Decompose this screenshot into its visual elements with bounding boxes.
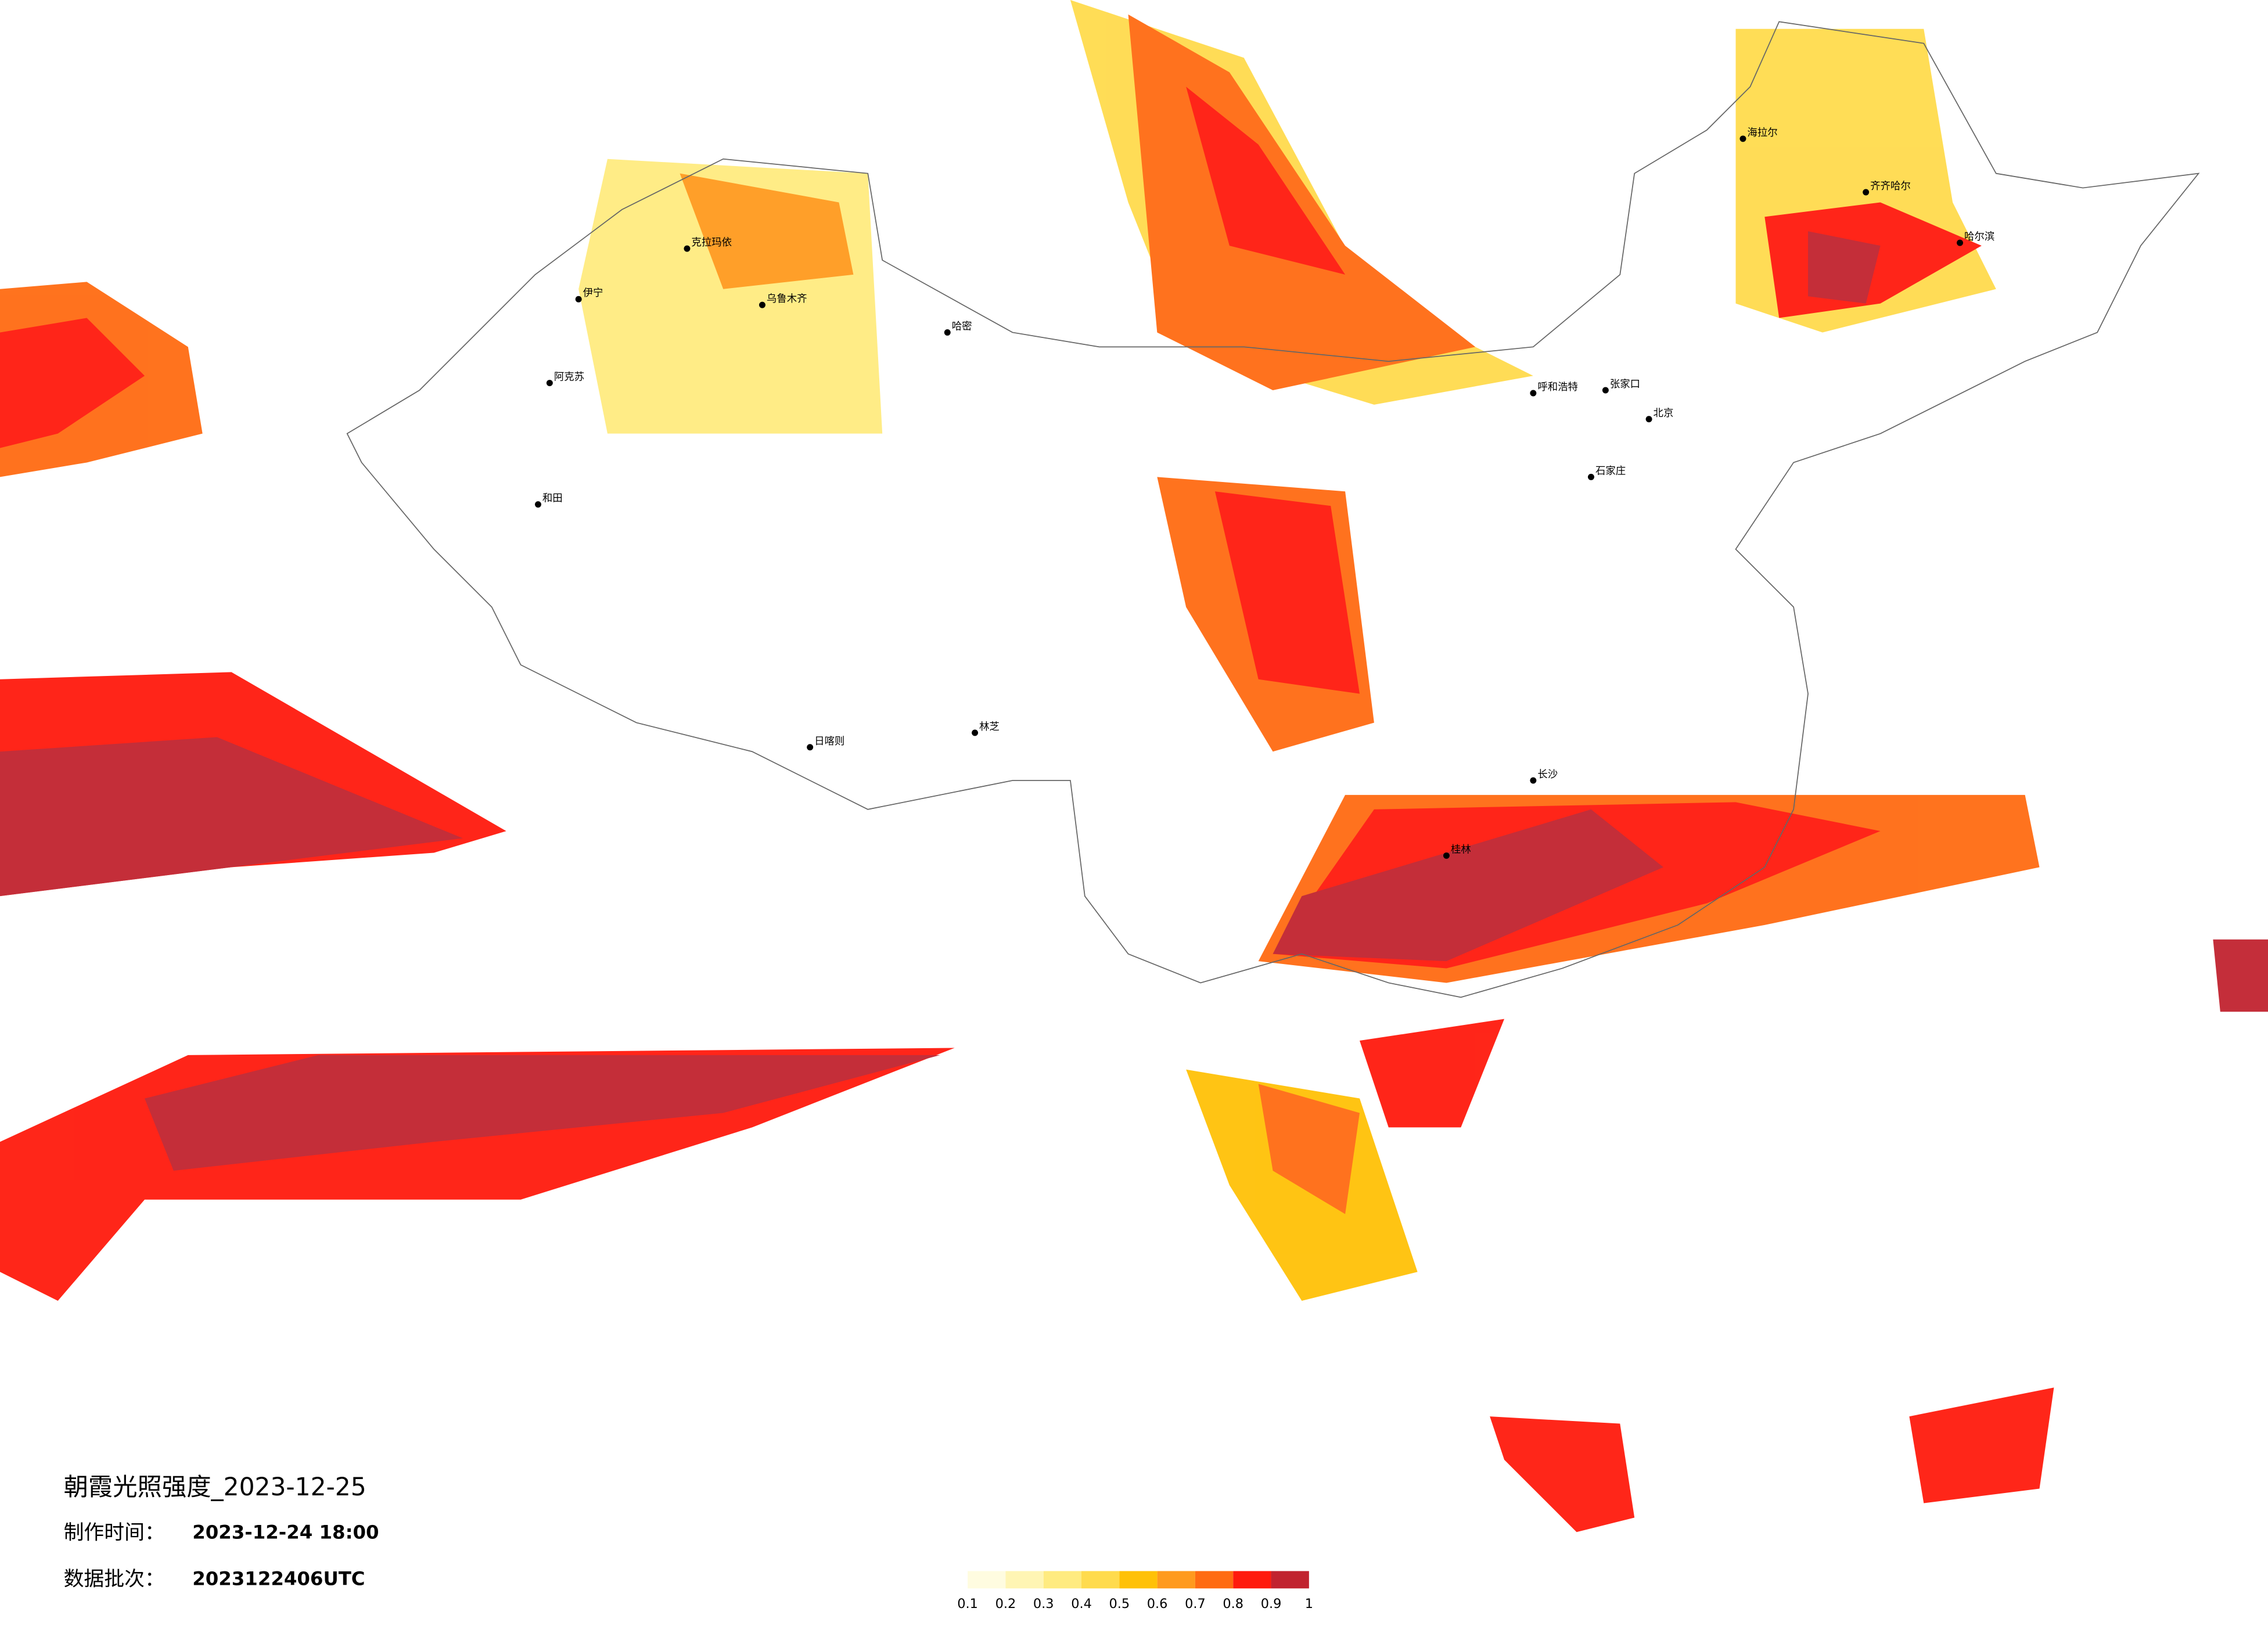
city-label: 阿克苏 bbox=[554, 372, 584, 383]
legend-swatch bbox=[968, 1571, 1006, 1589]
city-dot bbox=[1443, 852, 1450, 859]
legend-tick-label: 0.4 bbox=[1071, 1596, 1092, 1611]
city-label: 哈密 bbox=[952, 321, 972, 332]
city-dot bbox=[1957, 239, 1964, 246]
legend-tick-label: 0.1 bbox=[957, 1596, 978, 1611]
city-label: 长沙 bbox=[1537, 769, 1558, 780]
legend-tick-label: 0.3 bbox=[1033, 1596, 1054, 1611]
city-label: 北京 bbox=[1654, 408, 1674, 419]
city-label: 林芝 bbox=[979, 721, 1000, 733]
legend-tick-label: 0.7 bbox=[1185, 1596, 1206, 1611]
city-dot bbox=[534, 501, 541, 508]
city-label: 乌鲁木齐 bbox=[767, 293, 807, 305]
legend-swatch bbox=[1081, 1571, 1120, 1589]
legend-swatch bbox=[1005, 1571, 1044, 1589]
legend-tick-label: 0.6 bbox=[1147, 1596, 1168, 1611]
intensity-field bbox=[0, 0, 2268, 1533]
legend-tick-label: 1 bbox=[1305, 1596, 1313, 1611]
city-dot bbox=[1863, 189, 1870, 196]
city-label: 伊宁 bbox=[583, 287, 603, 299]
country-outline bbox=[346, 21, 2200, 998]
city-dot bbox=[1645, 416, 1652, 423]
city-label: 海拉尔 bbox=[1747, 127, 1777, 139]
city-label: 哈尔滨 bbox=[1964, 231, 1994, 243]
city-dot bbox=[1587, 473, 1594, 480]
city-dot bbox=[807, 744, 814, 751]
city-dot bbox=[759, 301, 765, 308]
legend-tick-label: 0.9 bbox=[1261, 1596, 1282, 1611]
made-label: 制作时间： bbox=[64, 1521, 165, 1545]
legend-tick-label: 0.5 bbox=[1109, 1596, 1130, 1611]
city-dot bbox=[1739, 135, 1746, 142]
legend-swatch bbox=[1157, 1571, 1195, 1589]
legend: 0.1 0.2 0.3 0.4 0.5 0.6 0.7 0.8 0.9 1 bbox=[957, 1571, 1313, 1611]
city-dot bbox=[972, 729, 979, 736]
batch-label: 数据批次： bbox=[64, 1567, 165, 1591]
legend-tick-label: 0.2 bbox=[995, 1596, 1016, 1611]
city-label: 日喀则 bbox=[814, 736, 844, 747]
legend-swatch bbox=[1271, 1571, 1309, 1589]
legend-tick-label: 0.8 bbox=[1223, 1596, 1243, 1611]
legend-swatch bbox=[1119, 1571, 1158, 1589]
legend-swatch bbox=[1043, 1571, 1082, 1589]
city-label: 和田 bbox=[542, 493, 563, 505]
map-title: 朝霞光照强度_2023-12-25 bbox=[64, 1473, 366, 1501]
legend-swatch bbox=[1233, 1571, 1271, 1589]
city-label: 克拉玛依 bbox=[691, 237, 732, 249]
city-dot bbox=[944, 329, 951, 336]
city-label: 呼和浩特 bbox=[1537, 382, 1578, 393]
city-label: 桂林 bbox=[1451, 844, 1471, 855]
city-dot bbox=[1530, 777, 1537, 784]
city-dot bbox=[1530, 390, 1537, 397]
city-label: 石家庄 bbox=[1595, 465, 1626, 477]
city-dot bbox=[546, 380, 553, 387]
made-time: 2023-12-24 18:00 bbox=[192, 1521, 379, 1544]
city-dot bbox=[684, 245, 691, 252]
city-label: 张家口 bbox=[1610, 379, 1640, 390]
city-dot bbox=[575, 296, 582, 303]
batch: 2023122406UTC bbox=[192, 1567, 365, 1589]
city-label: 齐齐哈尔 bbox=[1870, 181, 1911, 192]
legend-swatch bbox=[1195, 1571, 1234, 1589]
city-dot bbox=[1602, 387, 1609, 394]
